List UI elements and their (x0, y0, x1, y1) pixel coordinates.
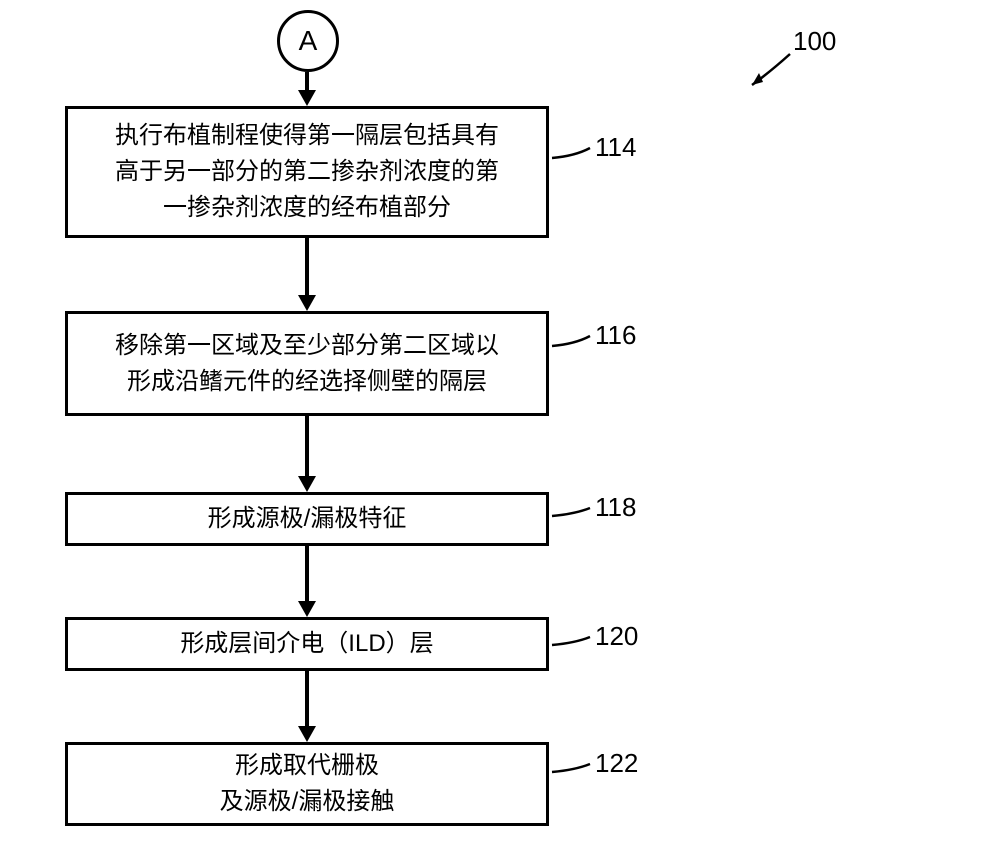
step-box-116: 移除第一区域及至少部分第二区域以 形成沿鳍元件的经选择侧壁的隔层 (65, 311, 549, 416)
connector-circle: A (277, 10, 339, 72)
step-box-120: 形成层间介电（ILD）层 (65, 617, 549, 671)
ref-label-120: 120 (595, 621, 638, 652)
step-text: 形成源极/漏极特征 (208, 501, 407, 537)
step-text: 形成取代栅极 及源极/漏极接触 (220, 748, 395, 820)
ref-label-116: 116 (595, 320, 636, 351)
step-text: 移除第一区域及至少部分第二区域以 形成沿鳍元件的经选择侧壁的隔层 (115, 328, 499, 400)
step-box-118: 形成源极/漏极特征 (65, 492, 549, 546)
ref-label-122: 122 (595, 748, 638, 779)
step-text: 执行布植制程使得第一隔层包括具有 高于另一部分的第二掺杂剂浓度的第 一掺杂剂浓度… (115, 118, 499, 226)
step-box-114: 执行布植制程使得第一隔层包括具有 高于另一部分的第二掺杂剂浓度的第 一掺杂剂浓度… (65, 106, 549, 238)
ref-label-118: 118 (595, 492, 636, 523)
ref-label-114: 114 (595, 132, 636, 163)
step-text: 形成层间介电（ILD）层 (180, 626, 433, 662)
step-box-122: 形成取代栅极 及源极/漏极接触 (65, 742, 549, 826)
ref-label-main: 100 (793, 26, 836, 57)
connector-label: A (299, 25, 318, 57)
